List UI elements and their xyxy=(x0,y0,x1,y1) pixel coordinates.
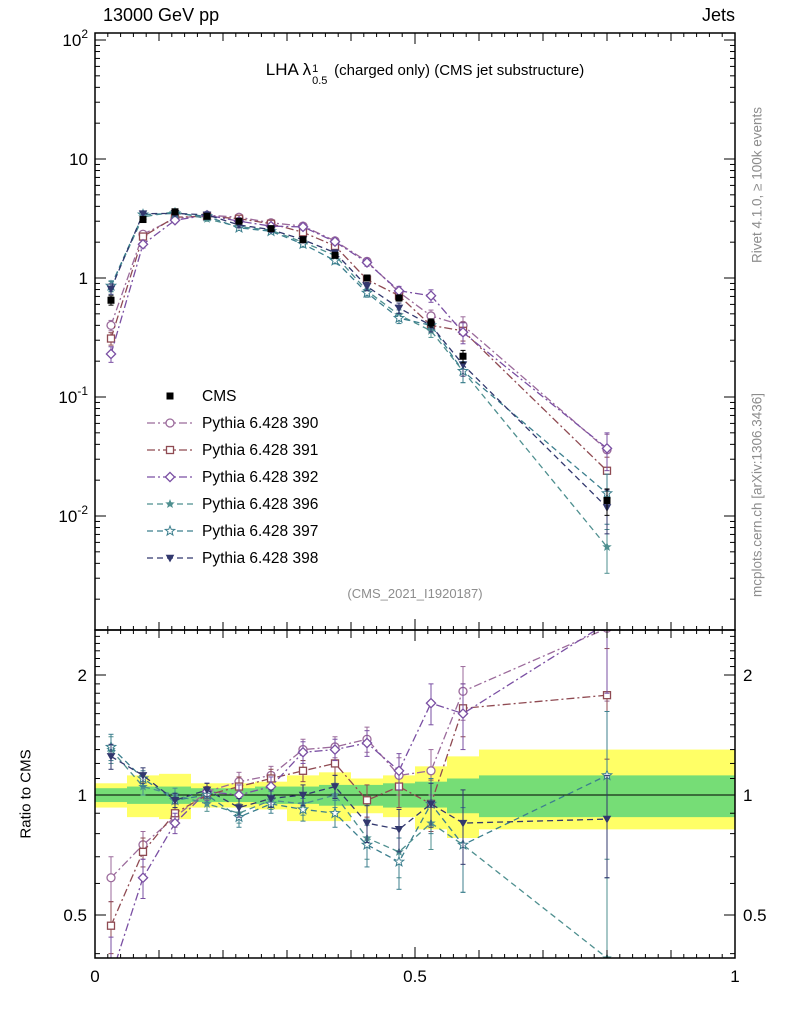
svg-text:0.5: 0.5 xyxy=(403,967,427,986)
svg-text:1: 1 xyxy=(730,967,739,986)
svg-text:Pythia 6.428 391: Pythia 6.428 391 xyxy=(202,442,318,459)
svg-text:10-2: 10-2 xyxy=(58,503,88,526)
svg-text:Pythia 6.428 390: Pythia 6.428 390 xyxy=(202,415,319,432)
svg-text:2: 2 xyxy=(78,666,87,685)
svg-text:CMS: CMS xyxy=(202,388,236,405)
title-suffix: (charged only) (CMS jet substructure) xyxy=(334,62,585,79)
main-panel-series xyxy=(104,206,614,574)
svg-text:0: 0 xyxy=(90,967,99,986)
legend: CMS Pythia 6.428 390 Pythia 6.428 391 Pythi… xyxy=(147,388,319,567)
analysis-id-watermark: (CMS_2021_I1920187) xyxy=(347,586,483,601)
lambda-supsub: 1 0.5 xyxy=(312,62,328,87)
svg-text:2: 2 xyxy=(743,666,752,685)
svg-text:10: 10 xyxy=(69,150,88,169)
svg-text:0.5: 0.5 xyxy=(63,906,87,925)
jets-label: Jets xyxy=(701,5,735,25)
svg-text:10-1: 10-1 xyxy=(58,384,88,407)
svg-text:1: 1 xyxy=(743,786,752,805)
plot-title: LHA λ 1 0.5 (charged only) (CMS jet substr… xyxy=(266,60,584,87)
svg-text:Pythia 6.428 396: Pythia 6.428 396 xyxy=(202,496,318,513)
svg-text:Pythia 6.428 397: Pythia 6.428 397 xyxy=(202,523,318,540)
beam-energy-label: 13000 GeV pp xyxy=(103,5,220,25)
svg-text:102: 102 xyxy=(62,27,88,50)
lambda-subscript: 0.5 xyxy=(312,74,328,87)
svg-text:Pythia 6.428 398: Pythia 6.428 398 xyxy=(202,550,318,567)
main-panel-frame xyxy=(94,32,736,631)
uncertainty-bands xyxy=(95,749,735,839)
svg-text:1: 1 xyxy=(78,786,87,805)
lambda-superscript: 1 xyxy=(312,62,319,75)
title-prefix: LHA xyxy=(265,60,303,79)
svg-text:0.5: 0.5 xyxy=(743,906,767,925)
lambda-symbol: λ xyxy=(302,60,312,79)
ratio-panel-series xyxy=(104,630,614,958)
svg-text:Pythia 6.428 392: Pythia 6.428 392 xyxy=(202,469,318,486)
svg-text:1: 1 xyxy=(79,269,88,288)
axis-ticks xyxy=(94,33,736,958)
